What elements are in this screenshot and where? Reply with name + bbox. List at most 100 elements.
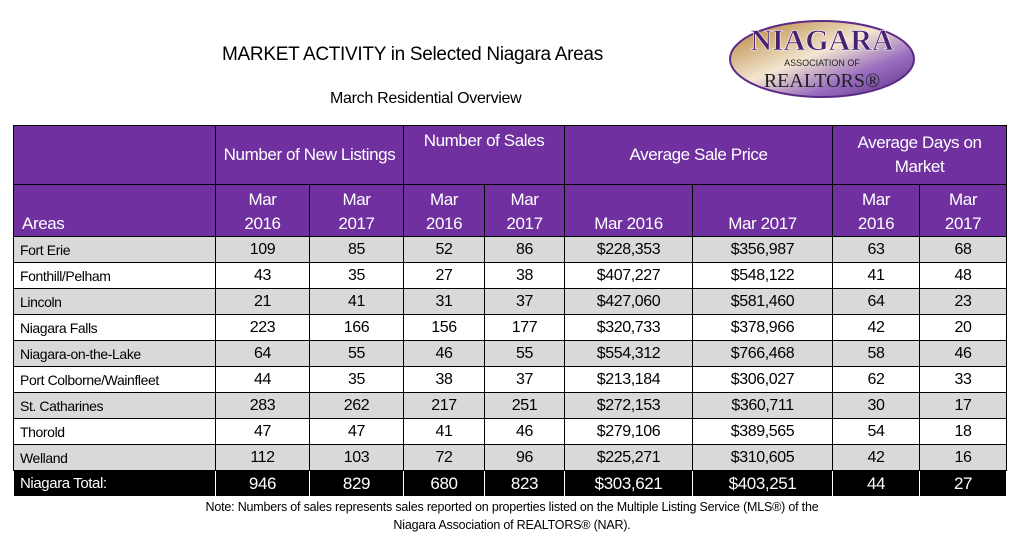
value-cell: 44: [215, 366, 310, 393]
value-cell: $427,060: [564, 288, 694, 315]
value-cell: $225,271: [564, 444, 694, 471]
value-cell: $213,184: [564, 366, 694, 393]
value-cell: 64: [215, 340, 310, 367]
value-cell: 166: [308, 314, 405, 341]
value-cell: 112: [215, 444, 310, 471]
period-header: Mar 2016: [215, 184, 310, 237]
group-avg-days: Average Days on Market: [832, 125, 1008, 185]
value-cell: $303,621: [564, 470, 694, 497]
area-name: Fonthill/Pelham: [13, 262, 216, 289]
value-cell: $403,251: [692, 470, 834, 497]
value-cell: 96: [484, 444, 566, 471]
value-cell: $228,353: [564, 236, 694, 263]
value-cell: 41: [403, 418, 486, 445]
value-cell: $360,711: [692, 392, 834, 419]
table-row: Fonthill/Pelham 43 35 27 38 $407,227 $548,122 4…: [13, 262, 1008, 289]
value-cell: 42: [832, 444, 921, 471]
area-name: Niagara Falls: [13, 314, 216, 341]
value-cell: 46: [403, 340, 486, 367]
svg-text:ASSOCIATION OF: ASSOCIATION OF: [784, 58, 860, 68]
table-row: Fort Erie 109 85 52 86 $228,353 $356,987 63 68: [13, 236, 1008, 263]
value-cell: 27: [919, 470, 1008, 497]
value-cell: 46: [484, 418, 566, 445]
value-cell: 54: [832, 418, 921, 445]
value-cell: 33: [919, 366, 1008, 393]
value-cell: $407,227: [564, 262, 694, 289]
value-cell: 42: [832, 314, 921, 341]
value-cell: 85: [308, 236, 405, 263]
value-cell: 46: [919, 340, 1008, 367]
value-cell: 64: [832, 288, 921, 315]
value-cell: 63: [832, 236, 921, 263]
value-cell: 20: [919, 314, 1008, 341]
value-cell: 251: [484, 392, 566, 419]
value-cell: 38: [484, 262, 566, 289]
value-cell: 18: [919, 418, 1008, 445]
area-name: Welland: [13, 444, 216, 471]
footnote-line-1: Note: Numbers of sales represents sales …: [205, 500, 819, 514]
value-cell: 283: [215, 392, 310, 419]
value-cell: 680: [403, 470, 486, 497]
value-cell: 262: [308, 392, 405, 419]
value-cell: 946: [215, 470, 310, 497]
period-header: Mar 2017: [692, 184, 834, 237]
table-row: Lincoln 21 41 31 37 $427,060 $581,460 64 23: [13, 288, 1008, 315]
value-cell: $279,106: [564, 418, 694, 445]
value-cell: 17: [919, 392, 1008, 419]
svg-text:REALTORS®: REALTORS®: [764, 70, 880, 92]
footnote: Note: Numbers of sales represents sales …: [0, 498, 1024, 534]
value-cell: 48: [919, 262, 1008, 289]
period-header: Mar 2016: [564, 184, 694, 237]
area-name: St. Catharines: [13, 392, 216, 419]
value-cell: 62: [832, 366, 921, 393]
value-cell: $581,460: [692, 288, 834, 315]
value-cell: 223: [215, 314, 310, 341]
group-sales: Number of Sales: [403, 125, 566, 185]
value-cell: 43: [215, 262, 310, 289]
header-blank: [13, 125, 216, 185]
group-avg-price: Average Sale Price: [564, 125, 834, 185]
page-title: MARKET ACTIVITY in Selected Niagara Area…: [222, 44, 603, 65]
value-cell: 31: [403, 288, 486, 315]
value-cell: 72: [403, 444, 486, 471]
value-cell: 156: [403, 314, 486, 341]
value-cell: 21: [215, 288, 310, 315]
table-row: St. Catharines 283 262 217 251 $272,153 $360,7…: [13, 392, 1008, 419]
value-cell: 23: [919, 288, 1008, 315]
areas-header: Areas: [13, 184, 216, 237]
value-cell: 16: [919, 444, 1008, 471]
table-row: Niagara Falls 223 166 156 177 $320,733 $378,96…: [13, 314, 1008, 341]
value-cell: $389,565: [692, 418, 834, 445]
value-cell: 86: [484, 236, 566, 263]
value-cell: 37: [484, 288, 566, 315]
value-cell: 35: [308, 366, 405, 393]
period-header: Mar 2016: [832, 184, 921, 237]
period-header: Mar 2016: [403, 184, 486, 237]
value-cell: 41: [308, 288, 405, 315]
table-row: Port Colborne/Wainfleet 44 35 38 37 $213,184 $…: [13, 366, 1008, 393]
total-row: Niagara Total: 946 829 680 823 $303,621 $403,2…: [13, 470, 1008, 497]
value-cell: $306,027: [692, 366, 834, 393]
nar-logo: NIAGARA ASSOCIATION OF REALTORS®: [729, 20, 915, 98]
area-name: Thorold: [13, 418, 216, 445]
value-cell: 55: [484, 340, 566, 367]
value-cell: 68: [919, 236, 1008, 263]
table-row: Thorold 47 47 41 46 $279,106 $389,565 54 18: [13, 418, 1008, 445]
value-cell: $272,153: [564, 392, 694, 419]
value-cell: $320,733: [564, 314, 694, 341]
value-cell: $356,987: [692, 236, 834, 263]
value-cell: 44: [832, 470, 921, 497]
value-cell: 41: [832, 262, 921, 289]
value-cell: 47: [215, 418, 310, 445]
value-cell: 38: [403, 366, 486, 393]
value-cell: 58: [832, 340, 921, 367]
value-cell: 47: [308, 418, 405, 445]
area-name: Niagara-on-the-Lake: [13, 340, 216, 367]
value-cell: 177: [484, 314, 566, 341]
table-row: Niagara-on-the-Lake 64 55 46 55 $554,312 $766,…: [13, 340, 1008, 367]
value-cell: 829: [308, 470, 405, 497]
value-cell: $766,468: [692, 340, 834, 367]
value-cell: 37: [484, 366, 566, 393]
market-activity-table: Number of New Listings Number of Sales A…: [13, 125, 1008, 497]
table-row: Welland 112 103 72 96 $225,271 $310,605 42 16: [13, 444, 1008, 471]
